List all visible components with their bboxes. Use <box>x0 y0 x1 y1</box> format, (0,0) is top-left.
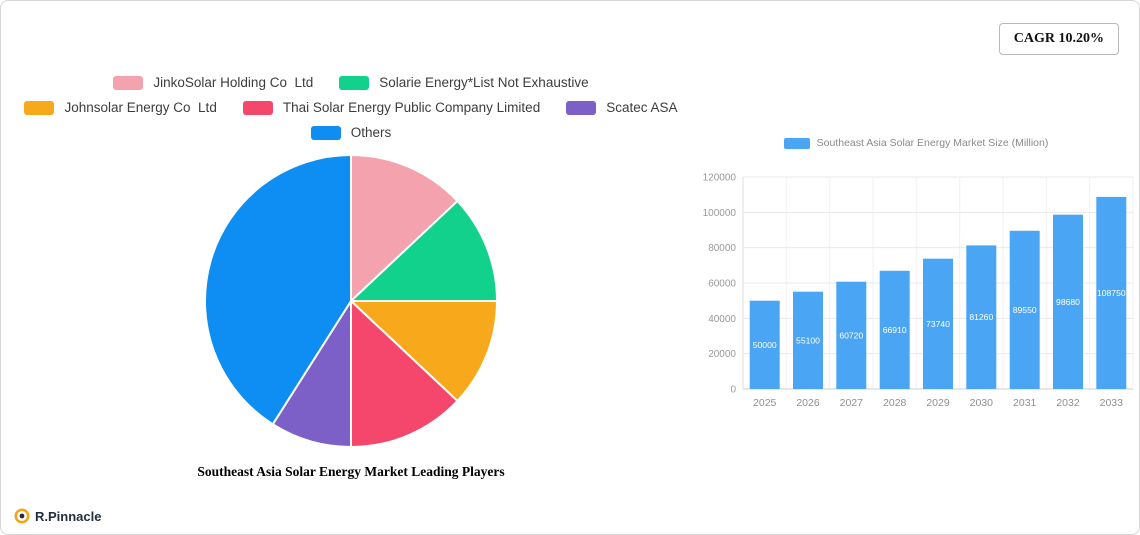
bar-value-label: 98680 <box>1056 297 1080 307</box>
bar-value-label: 73740 <box>926 319 950 329</box>
y-axis-tick-label: 120000 <box>703 173 737 184</box>
legend-label: Scatec ASA <box>606 100 678 115</box>
legend-label: Others <box>350 125 392 140</box>
y-axis-tick-label: 100000 <box>703 208 737 219</box>
legend-label: Johnsolar Energy Co Ltd <box>64 100 217 115</box>
bar-value-label: 60720 <box>839 330 863 340</box>
bar-value-label: 66910 <box>883 325 907 335</box>
bar-chart: 0 20000 40000 60000 80000 100000 120000 50000 20… <box>691 151 1140 431</box>
bar-value-label: 55100 <box>796 335 820 345</box>
legend-swatch <box>339 75 370 90</box>
bar-2027 <box>836 281 867 389</box>
bar-2033 <box>1096 196 1127 389</box>
legend-label: Solarie Energy*List Not Exhaustive <box>379 75 589 90</box>
bar-legend-label: Southeast Asia Solar Energy Market Size … <box>816 137 1049 149</box>
x-axis-tick-label: 2029 <box>926 397 950 409</box>
cagr-badge: CAGR 10.20% <box>998 23 1119 55</box>
x-axis-tick-label: 2027 <box>840 397 864 409</box>
pie-chart <box>203 153 499 454</box>
bar-2025 <box>749 300 780 389</box>
x-axis-tick-label: 2033 <box>1100 397 1124 409</box>
pie-chart-title: Southeast Asia Solar Energy Market Leadi… <box>197 464 505 479</box>
y-axis-tick-label: 0 <box>730 385 736 396</box>
legend-item-scatec-asa: Scatec ASA <box>566 100 678 115</box>
bar-value-label: 50000 <box>753 340 777 350</box>
pie-slice-thai-solar-energy-public-company-limited <box>350 300 459 448</box>
y-axis-tick-label: 20000 <box>708 349 736 360</box>
bar-2029 <box>923 258 953 389</box>
bar-section: Southeast Asia Solar Energy Market Size … <box>691 137 1140 431</box>
y-axis-tick-label: 40000 <box>708 314 736 325</box>
legend-item-jinkosolar-holding-co-ltd: JinkoSolar Holding Co Ltd <box>113 75 313 90</box>
x-axis-tick-label: 2026 <box>796 397 820 409</box>
bar-2032 <box>1053 214 1083 389</box>
brand-name: R.Pinnacle <box>35 508 102 524</box>
bar-svg: 0 20000 40000 60000 80000 100000 120000 50000 20… <box>703 173 1134 409</box>
pie-svg <box>204 154 498 448</box>
bar-2031 <box>1009 230 1040 389</box>
pie-slice-jinkosolar-holding-co-ltd <box>350 154 459 302</box>
legend-swatch <box>24 100 55 115</box>
bar-2028 <box>879 270 910 389</box>
legend-swatch <box>566 100 597 115</box>
x-axis-tick-label: 2031 <box>1013 397 1037 409</box>
x-axis-tick-label: 2030 <box>970 397 994 409</box>
legend-label: Thai Solar Energy Public Company Limited <box>282 100 541 115</box>
pie-legend: JinkoSolar Holding Co Ltd Solarie Energy*… <box>19 75 683 140</box>
bar-value-label: 81260 <box>969 312 993 322</box>
bar-value-label: 108750 <box>1097 288 1126 298</box>
bar-2030 <box>966 245 997 389</box>
y-axis-tick-label: 80000 <box>708 243 736 254</box>
pie-slice-others <box>204 154 352 426</box>
legend-item-johnsolar-energy-co-ltd: Johnsolar Energy Co Ltd <box>24 100 217 115</box>
bar-2026 <box>793 291 823 389</box>
brand-logo: R.Pinnacle <box>14 508 101 524</box>
pinnacle-logo-icon <box>14 508 30 524</box>
pie-slice-johnsolar-energy-co-ltd <box>350 300 498 402</box>
pie-section: JinkoSolar Holding Co Ltd Solarie Energy*… <box>1 75 701 480</box>
legend-label: JinkoSolar Holding Co Ltd <box>153 75 314 90</box>
x-axis-tick-label: 2025 <box>753 397 777 409</box>
legend-swatch <box>242 100 273 115</box>
pie-slice-solarie-energy-list-not-exhaustive <box>350 200 498 302</box>
bar-value-label: 89550 <box>1013 305 1037 315</box>
bar-legend: Southeast Asia Solar Energy Market Size … <box>691 137 1140 149</box>
pie-slice-scatec-asa <box>271 300 352 448</box>
legend-item-solarie-energy-list-not-exhaustive: Solarie Energy*List Not Exhaustive <box>339 75 589 90</box>
legend-item-others: Others <box>310 125 392 140</box>
legend-item-thai-solar-energy-public-company-limited: Thai Solar Energy Public Company Limited <box>242 100 541 115</box>
bar-legend-swatch <box>783 137 810 149</box>
legend-swatch <box>310 125 341 140</box>
x-axis-tick-label: 2028 <box>883 397 907 409</box>
legend-swatch <box>113 75 144 90</box>
y-axis-tick-label: 60000 <box>708 279 736 290</box>
x-axis-tick-label: 2032 <box>1056 397 1080 409</box>
